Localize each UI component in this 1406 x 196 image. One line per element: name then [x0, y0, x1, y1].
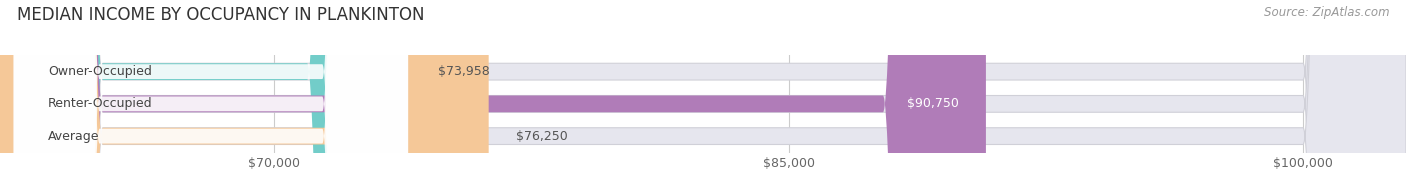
FancyBboxPatch shape	[0, 0, 986, 196]
Text: Source: ZipAtlas.com: Source: ZipAtlas.com	[1264, 6, 1389, 19]
Text: $90,750: $90,750	[907, 97, 959, 110]
Text: $76,250: $76,250	[516, 130, 568, 143]
Text: Owner-Occupied: Owner-Occupied	[48, 65, 152, 78]
FancyBboxPatch shape	[14, 0, 408, 196]
Text: $73,958: $73,958	[437, 65, 489, 78]
FancyBboxPatch shape	[14, 0, 408, 196]
Text: MEDIAN INCOME BY OCCUPANCY IN PLANKINTON: MEDIAN INCOME BY OCCUPANCY IN PLANKINTON	[17, 6, 425, 24]
FancyBboxPatch shape	[0, 0, 411, 196]
Text: Renter-Occupied: Renter-Occupied	[48, 97, 153, 110]
Text: Average: Average	[48, 130, 100, 143]
FancyBboxPatch shape	[14, 0, 408, 196]
FancyBboxPatch shape	[0, 0, 489, 196]
